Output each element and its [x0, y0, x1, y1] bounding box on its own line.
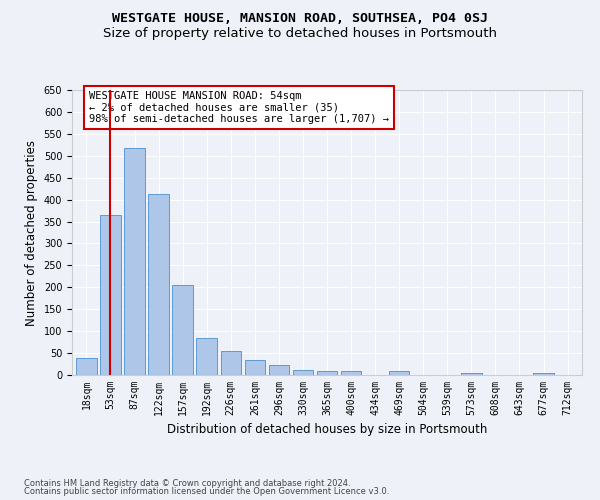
Bar [269, 366, 289, 375]
Bar [100, 215, 121, 375]
X-axis label: Distribution of detached houses by size in Portsmouth: Distribution of detached houses by size … [167, 424, 487, 436]
Bar [533, 373, 554, 375]
Text: Contains public sector information licensed under the Open Government Licence v3: Contains public sector information licen… [24, 487, 389, 496]
Bar [341, 371, 361, 375]
Bar [124, 148, 145, 375]
Text: Size of property relative to detached houses in Portsmouth: Size of property relative to detached ho… [103, 28, 497, 40]
Text: WESTGATE HOUSE MANSION ROAD: 54sqm
← 2% of detached houses are smaller (35)
98% : WESTGATE HOUSE MANSION ROAD: 54sqm ← 2% … [89, 91, 389, 124]
Bar [317, 371, 337, 375]
Bar [389, 371, 409, 375]
Text: WESTGATE HOUSE, MANSION ROAD, SOUTHSEA, PO4 0SJ: WESTGATE HOUSE, MANSION ROAD, SOUTHSEA, … [112, 12, 488, 26]
Bar [221, 351, 241, 375]
Text: Contains HM Land Registry data © Crown copyright and database right 2024.: Contains HM Land Registry data © Crown c… [24, 478, 350, 488]
Bar [196, 338, 217, 375]
Y-axis label: Number of detached properties: Number of detached properties [25, 140, 38, 326]
Bar [245, 360, 265, 375]
Bar [76, 358, 97, 375]
Bar [172, 285, 193, 375]
Bar [461, 373, 482, 375]
Bar [148, 194, 169, 375]
Bar [293, 370, 313, 375]
